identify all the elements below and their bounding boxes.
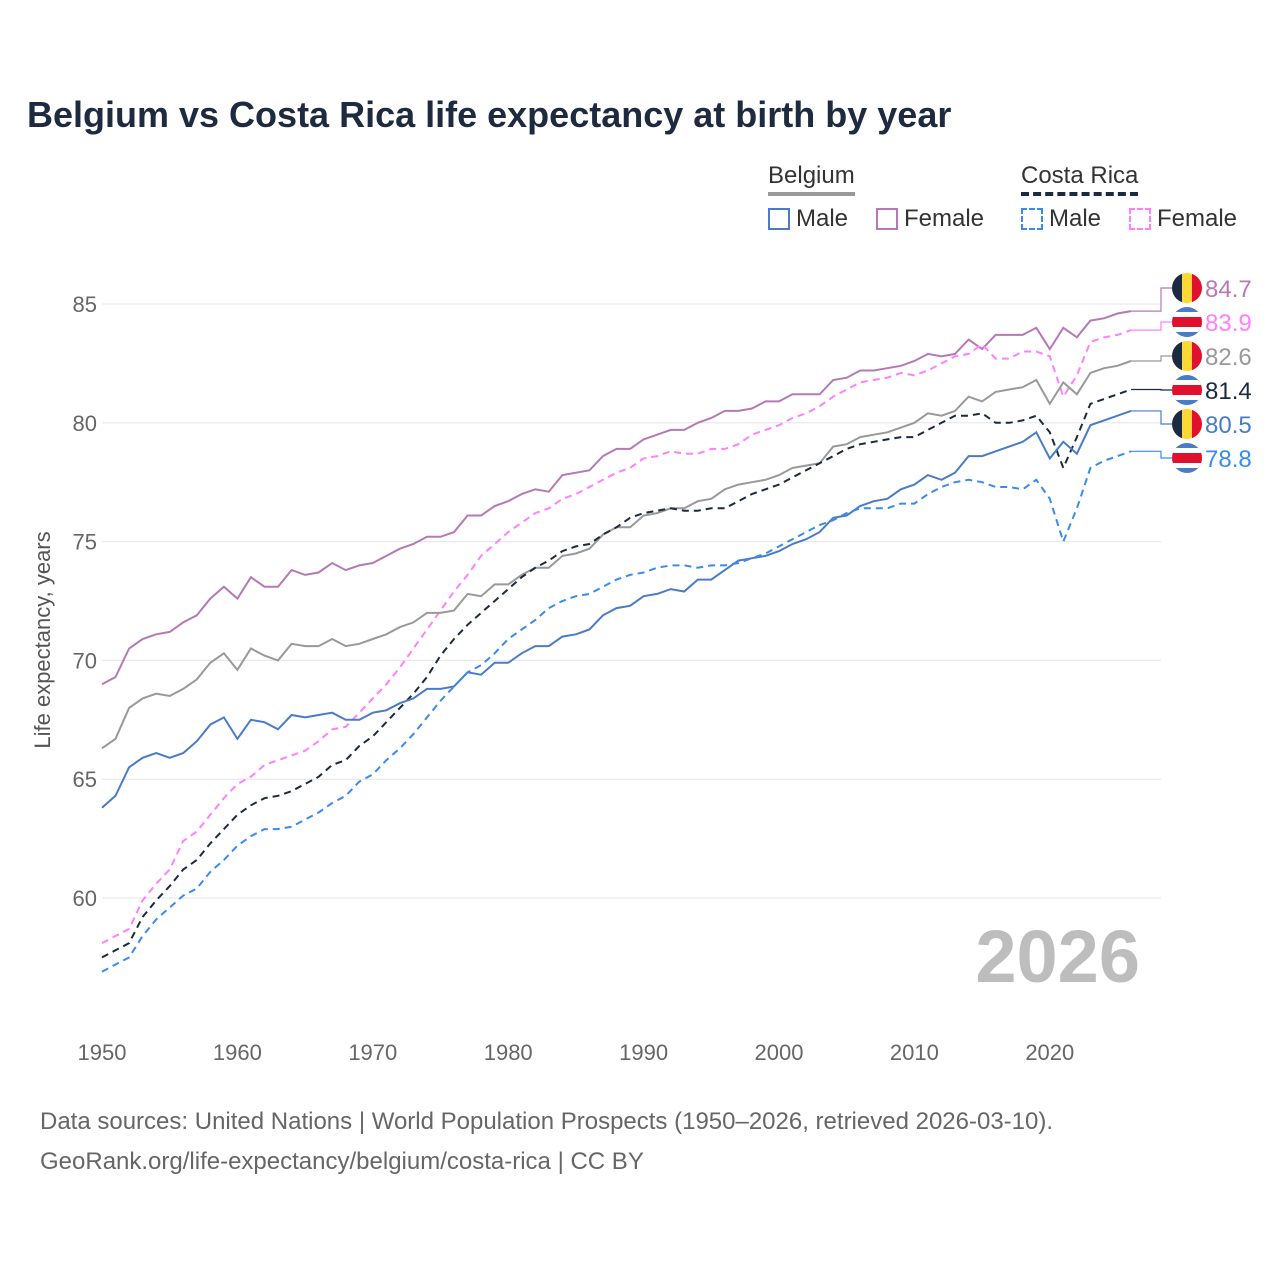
chart-title: Belgium vs Costa Rica life expectancy at… — [27, 94, 952, 135]
x-tick-label: 2010 — [890, 1040, 939, 1065]
x-tick-label: 1980 — [484, 1040, 533, 1065]
series-line-costa-rica[interactable] — [101, 388, 1132, 959]
legend-belgium-female[interactable]: Female — [876, 205, 984, 233]
x-tick-label: 1950 — [78, 1040, 127, 1065]
y-tick-label: 65 — [73, 767, 97, 792]
costa-rica-flag-icon — [1172, 307, 1202, 337]
end-value-label: 84.7 — [1205, 276, 1252, 303]
x-tick-label: 1960 — [213, 1040, 262, 1065]
y-tick-label: 60 — [73, 886, 97, 911]
footer-url[interactable]: GeoRank.org/life-expectancy/belgium/cost… — [40, 1148, 644, 1175]
y-tick-label: 80 — [73, 411, 97, 436]
series-line-belgium-male[interactable] — [101, 409, 1132, 809]
legend-label: Male — [796, 205, 849, 232]
belgium-flag-icon — [1172, 409, 1202, 439]
legend-label: Female — [904, 205, 985, 232]
end-connector — [1131, 355, 1172, 362]
end-value-label: 82.6 — [1205, 344, 1252, 371]
y-axis-label: Life expectancy, years — [30, 531, 55, 748]
belgium-flag-icon — [1172, 273, 1202, 303]
series-line-belgium-female[interactable] — [101, 310, 1132, 686]
legend-belgium-male[interactable]: Male — [768, 205, 848, 233]
costa-rica-flag-icon — [1172, 375, 1202, 405]
x-tick-label: 1990 — [619, 1040, 668, 1065]
series-line-belgium[interactable] — [101, 360, 1132, 750]
end-connector — [1131, 287, 1172, 312]
year-watermark: 2026 — [975, 915, 1140, 998]
legend-swatch — [768, 208, 790, 230]
end-connector — [1131, 410, 1172, 425]
x-tick-label: 1970 — [348, 1040, 397, 1065]
legend-swatch — [1129, 208, 1151, 230]
end-value-label: 81.4 — [1205, 378, 1252, 405]
end-value-label: 78.8 — [1205, 446, 1252, 473]
legend-group-belgium: Belgium — [768, 162, 855, 196]
y-tick-label: 70 — [73, 648, 97, 673]
belgium-flag-icon — [1172, 341, 1202, 371]
legend-label: Female — [1157, 205, 1238, 232]
series-line-costa-rica-female[interactable] — [101, 329, 1132, 944]
end-connector — [1131, 450, 1172, 459]
end-value-label: 80.5 — [1205, 412, 1252, 439]
end-value-label: 83.9 — [1205, 310, 1252, 337]
costa-rica-flag-icon — [1172, 443, 1202, 473]
footer-source: Data sources: United Nations | World Pop… — [40, 1108, 1054, 1135]
end-connector — [1131, 321, 1172, 331]
legend-label: Male — [1049, 205, 1102, 232]
y-tick-label: 85 — [73, 292, 97, 317]
legend-swatch — [1021, 208, 1043, 230]
legend-costa-rica-female[interactable]: Female — [1129, 205, 1237, 233]
x-tick-label: 2020 — [1025, 1040, 1074, 1065]
series-line-costa-rica-male[interactable] — [101, 450, 1132, 973]
legend-group-costa-rica: Costa Rica — [1021, 162, 1139, 196]
legend-costa-rica-male[interactable]: Male — [1021, 205, 1101, 233]
y-tick-label: 75 — [73, 530, 97, 555]
legend-swatch — [876, 208, 898, 230]
x-tick-label: 2000 — [755, 1040, 804, 1065]
